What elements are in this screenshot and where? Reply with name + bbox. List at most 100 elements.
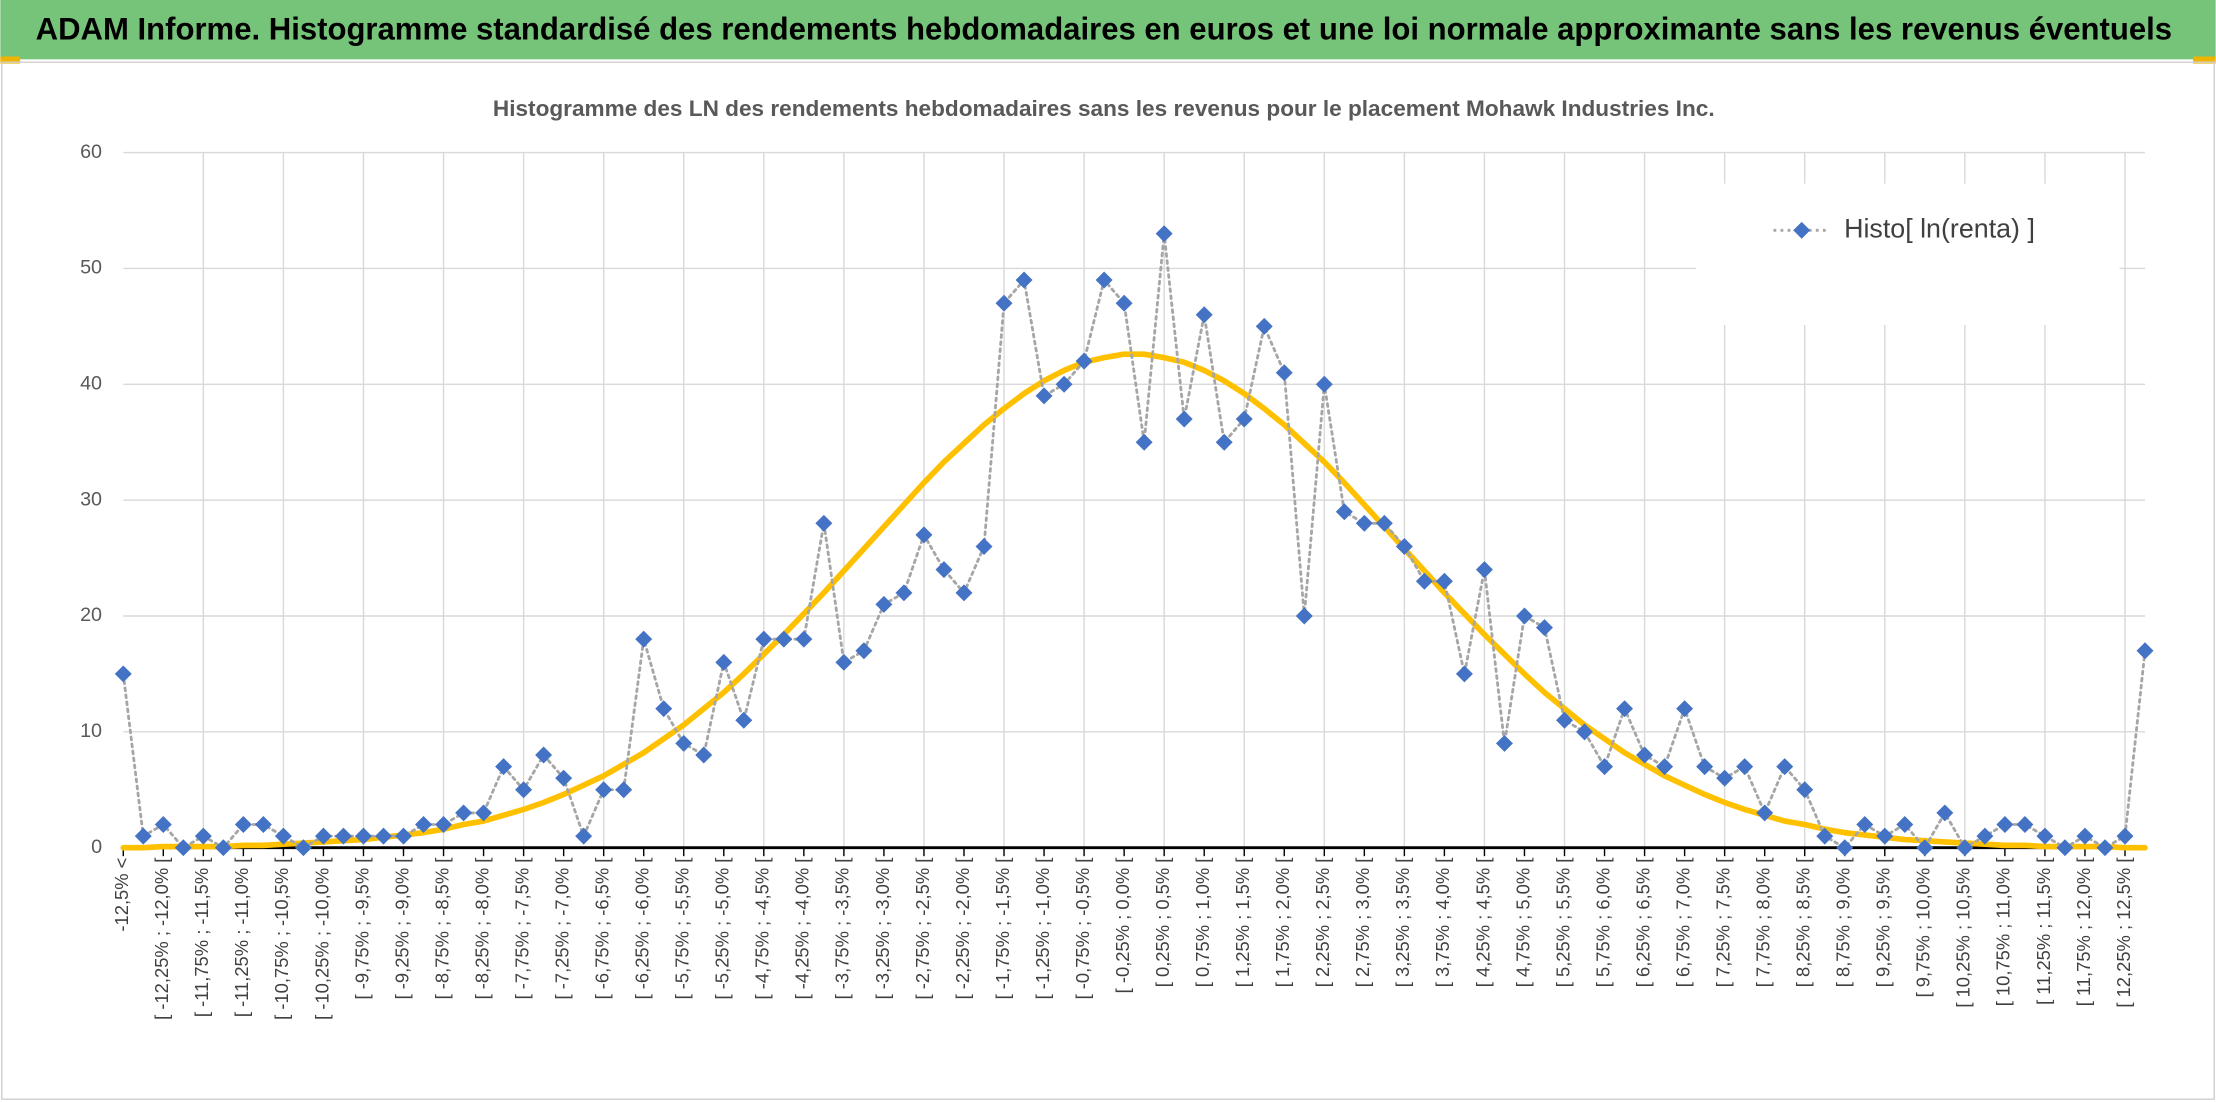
data-point: [1455, 665, 1473, 683]
x-tick-label: [ -9,25% ; -9,0% [: [391, 858, 412, 1000]
x-tick-label: [ -8,25% ; -8,0% [: [471, 858, 492, 1000]
series-line: [120, 351, 2148, 851]
x-tick-label: [ 2,25% ; 2,5% [: [1312, 858, 1333, 988]
legend-label: Histo[ ln(renta) ]: [1844, 213, 2035, 243]
data-point: [1916, 839, 1934, 857]
data-point: [1856, 816, 1874, 833]
data-point: [455, 804, 473, 822]
data-point: [915, 526, 933, 544]
data-point: [755, 630, 773, 648]
x-tick-label: [ 10,25% ; 10,5% [: [1953, 858, 1974, 1008]
x-tick-label: [ -1,75% ; -1,5% [: [992, 858, 1013, 1000]
x-tick-label: [ -8,75% ; -8,5% [: [431, 858, 452, 1000]
data-point: [1195, 306, 1213, 324]
data-point: [1976, 827, 1994, 845]
x-tick-label: [ -7,25% ; -7,0% [: [551, 858, 572, 1000]
data-point: [815, 514, 833, 532]
chart-title: Histogramme des LN des rendements hebdom…: [493, 96, 1715, 121]
y-tick-label: 20: [80, 604, 102, 626]
x-tick-label: [ -11,75% ; -11,5% [: [191, 858, 212, 1018]
data-point: [1155, 225, 1173, 243]
data-point: [395, 827, 412, 845]
header-bar: [0, 0, 2216, 60]
x-tick-label: [ 11,75% ; 12,0% [: [2073, 858, 2094, 1007]
x-tick-label: [ -12,25% ; -12,0% [: [151, 858, 172, 1020]
x-tick-label: [ -4,25% ; -4,0% [: [792, 858, 813, 1000]
data-point: [2116, 827, 2134, 845]
data-point: [1836, 839, 1854, 857]
data-point: [975, 538, 993, 555]
data-point: [1996, 816, 2014, 833]
x-tick-label: [ 7,25% ; 7,5% [: [1712, 858, 1733, 988]
data-point: [1796, 781, 1814, 799]
page-title: ADAM Informe. Histogramme standardisé de…: [36, 11, 2172, 46]
data-point: [1616, 700, 1634, 718]
data-point: [855, 642, 873, 660]
data-point: [1956, 839, 1974, 857]
x-tick-label: [ 8,75% ; 9,0% [: [1833, 858, 1854, 988]
x-tick-label: [ 4,25% ; 4,5% [: [1472, 858, 1493, 988]
data-point: [655, 700, 673, 718]
data-point: [214, 839, 232, 857]
data-point: [895, 584, 913, 602]
x-tick-label: [ 10,75% ; 11,0% [: [1993, 858, 2014, 1007]
data-point: [535, 746, 553, 764]
data-point: [795, 630, 813, 648]
x-tick-label: [ -9,75% ; -9,5% [: [351, 858, 372, 1000]
data-point: [2076, 827, 2094, 845]
data-point: [2056, 839, 2074, 857]
data-point: [2136, 642, 2154, 660]
x-tick-label: [ -7,75% ; -7,5% [: [511, 858, 532, 1000]
data-point: [1335, 503, 1353, 521]
data-point: [2036, 827, 2054, 845]
x-tick-label: [ -1,25% ; -1,0% [: [1032, 858, 1053, 1000]
y-tick-label: 30: [80, 488, 102, 510]
x-tick-label: [ -3,75% ; -3,5% [: [832, 858, 853, 1000]
data-point: [134, 827, 152, 845]
corner-accent: [2193, 56, 2216, 64]
x-tick-label: [ 8,25% ; 8,5% [: [1793, 858, 1814, 988]
y-tick-label: 40: [80, 373, 102, 395]
x-tick-label: [ 5,25% ; 5,5% [: [1552, 858, 1573, 988]
x-tick-label: [ -2,25% ; -2,0% [: [952, 858, 973, 1000]
x-tick-label: [ 6,25% ; 6,5% [: [1632, 858, 1653, 988]
data-point: [234, 816, 252, 833]
data-point: [1776, 758, 1794, 776]
data-point: [1175, 410, 1193, 428]
data-point: [475, 804, 493, 822]
data-point: [955, 584, 973, 602]
x-tick-label: [ -11,25% ; -11,0% [: [231, 858, 252, 1018]
data-point: [1536, 619, 1553, 637]
data-point: [375, 827, 392, 845]
x-tick-label: -12,5% <: [111, 858, 132, 932]
data-point: [495, 758, 513, 776]
data-point: [174, 839, 192, 857]
data-point: [1315, 375, 1333, 393]
data-point: [715, 653, 733, 671]
data-point: [595, 781, 613, 799]
data-point: [334, 827, 352, 845]
x-tick-label: [ -6,25% ; -6,0% [: [632, 858, 653, 1000]
x-tick-label: [ 3,75% ; 4,0% [: [1432, 858, 1453, 988]
data-point: [995, 294, 1013, 312]
y-tick-label: 0: [91, 836, 102, 858]
y-tick-label: 60: [80, 141, 102, 163]
data-point: [555, 769, 573, 787]
data-point: [1355, 514, 1373, 532]
data-point: [154, 816, 172, 833]
data-point: [254, 816, 272, 833]
data-point: [775, 630, 793, 648]
data-point: [935, 561, 953, 579]
data-point: [415, 816, 433, 833]
data-point: [875, 595, 893, 613]
x-tick-label: [ -2,75% ; -2,5% [: [912, 858, 933, 1000]
x-tick-label: [ -4,75% ; -4,5% [: [752, 858, 773, 1000]
data-point: [274, 827, 292, 845]
data-point: [515, 781, 533, 799]
data-point: [615, 781, 633, 799]
data-point: [1295, 607, 1313, 625]
x-tick-label: [ 1,25% ; 1,5% [: [1232, 858, 1253, 988]
x-tick-label: [ 7,75% ; 8,0% [: [1753, 858, 1774, 988]
data-point: [1596, 758, 1614, 776]
